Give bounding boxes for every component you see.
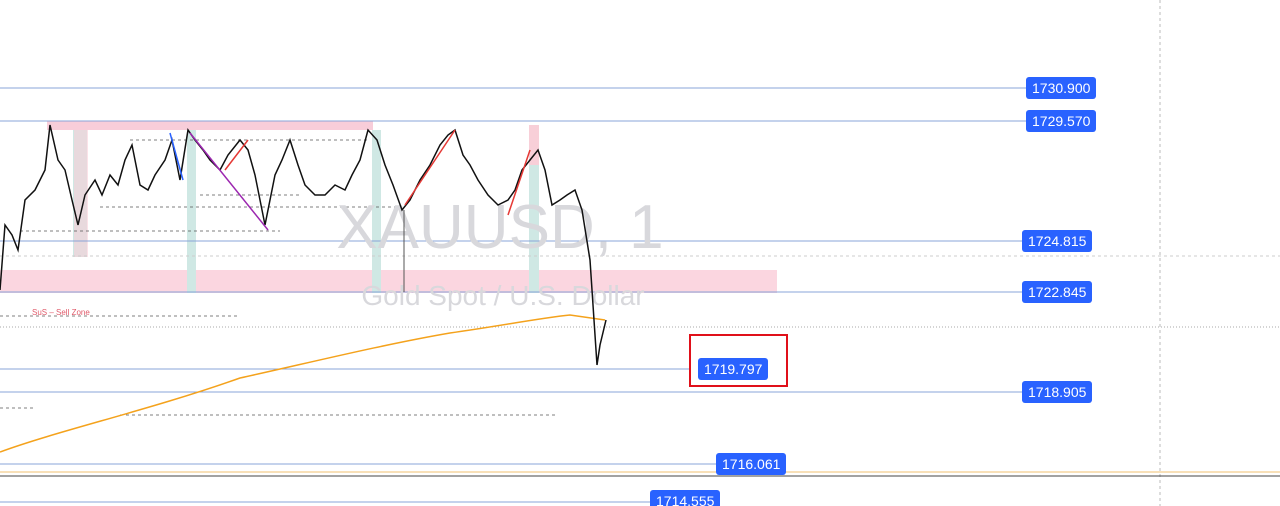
price-tag: 1719.797 — [698, 358, 769, 380]
price-tag: 1729.570 — [1026, 110, 1097, 132]
price-tag: 1716.061 — [716, 453, 787, 475]
moving-average — [0, 314, 606, 453]
price-tag: 1722.845 — [1022, 281, 1093, 303]
highlight-bar — [74, 130, 88, 257]
highlight-box — [689, 334, 788, 387]
price-tag: 1718.905 — [1022, 381, 1093, 403]
price-tag: 1714.555 — [650, 490, 721, 506]
watermark-description: Gold Spot / U.S. Dollar — [361, 280, 644, 311]
trend-line — [169, 132, 184, 181]
highlight-bar — [372, 130, 381, 293]
highlight-bar — [529, 125, 539, 293]
highlight-bar — [187, 130, 196, 293]
price-tag: 1730.900 — [1026, 77, 1097, 99]
trend-line — [224, 139, 249, 171]
highlight-bar — [529, 125, 539, 165]
zone-label: SuS – Sell Zone — [32, 308, 90, 317]
trend-line — [189, 132, 269, 231]
trend-line — [404, 129, 456, 206]
supply-zone — [47, 121, 373, 130]
trend-line — [507, 149, 531, 216]
price-tag: 1724.815 — [1022, 230, 1093, 252]
